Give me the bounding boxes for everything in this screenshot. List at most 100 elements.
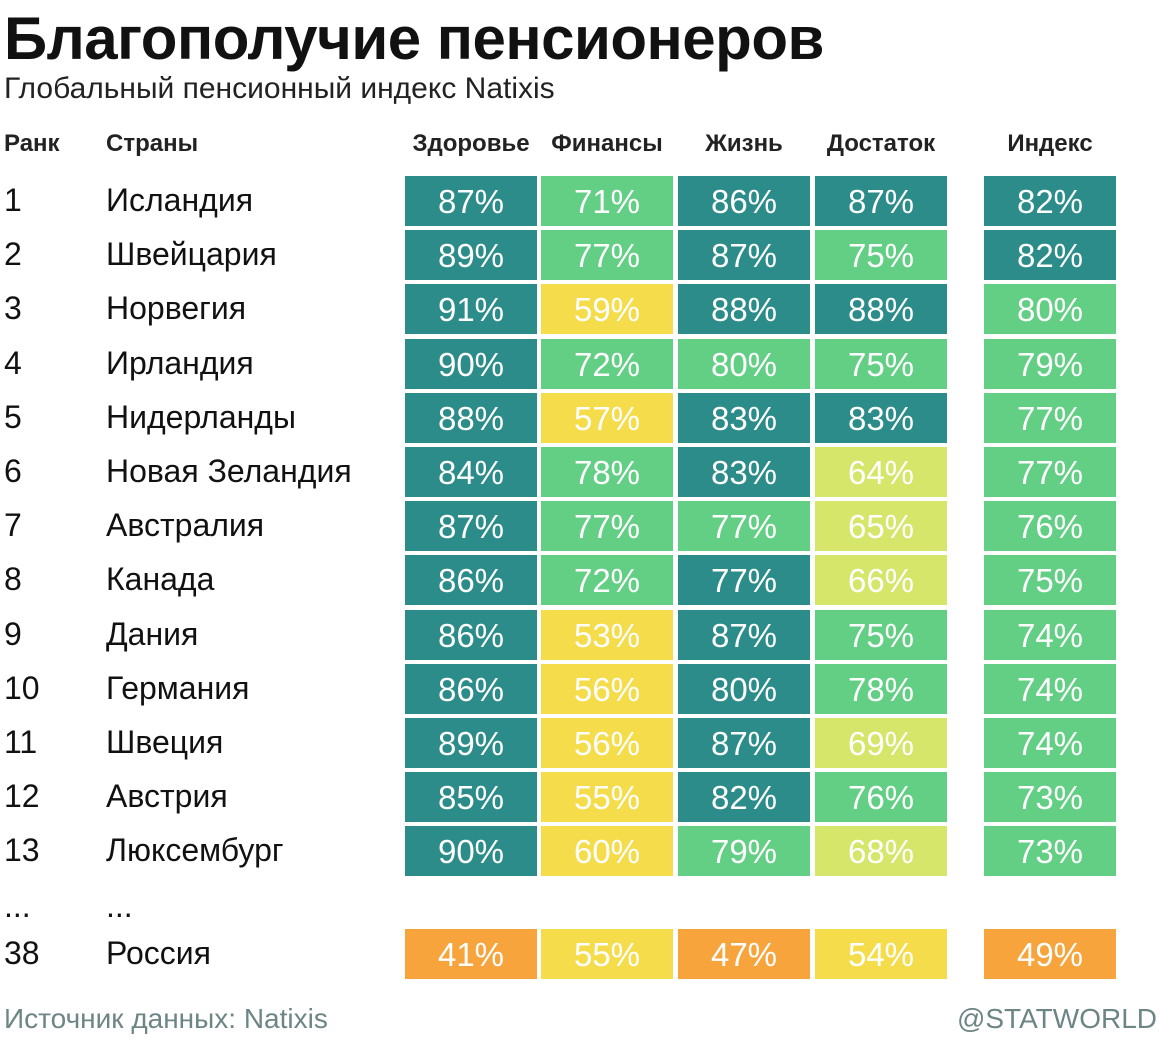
heatmap-cell: 55% (541, 772, 673, 823)
heatmap-cell: 77% (541, 501, 673, 552)
table-row: 11 Швеция 89% 56% 87% 69% 74% (0, 718, 1159, 768)
brand-watermark: @STATWORLD (956, 1003, 1157, 1034)
heatmap-cell: 74% (984, 718, 1116, 768)
table-row: 8 Канада 86% 72% 77% 66% 75% (0, 555, 1159, 606)
heatmap-cell: 82% (984, 176, 1116, 226)
table-row: 10 Германия 86% 56% 80% 78% 74% (0, 663, 1159, 714)
country-label: Германия (106, 669, 250, 706)
heatmap-cell: 77% (541, 230, 673, 281)
rank-label: 5 (4, 398, 22, 435)
heatmap-cell: 80% (984, 284, 1116, 335)
heatmap-cell: 54% (815, 929, 947, 979)
table-row: 1 Исландия 87% 71% 86% 87% 82% (0, 176, 1159, 226)
heatmap-cell: 56% (541, 718, 673, 768)
heatmap-cell: 60% (541, 826, 673, 877)
heatmap-cell: 55% (541, 929, 673, 979)
heatmap-cell: 90% (405, 338, 537, 389)
heatmap-cell: 68% (815, 826, 947, 877)
heatmap-cell: 86% (405, 663, 537, 714)
country-label: Россия (106, 935, 211, 971)
table-row: 12 Австрия 85% 55% 82% 76% 73% (0, 772, 1159, 823)
rank-label: 3 (4, 290, 22, 327)
heatmap-cell: 78% (541, 447, 673, 497)
rank-label: 4 (4, 344, 22, 381)
header-health: Здоровье (412, 130, 530, 157)
header-rank: Ранк (4, 130, 60, 157)
heatmap-cell: 83% (815, 392, 947, 443)
heatmap-cell: 89% (405, 230, 537, 281)
heatmap-cell: 87% (678, 230, 810, 281)
heatmap-cell: 47% (678, 929, 810, 979)
heatmap-cell: 69% (815, 718, 947, 768)
rank-label: 9 (4, 615, 22, 652)
header-finance: Финансы (551, 130, 663, 157)
heatmap-cell: 72% (541, 338, 673, 389)
header-country: Страны (106, 130, 199, 157)
heatmap-cell: 74% (984, 609, 1116, 660)
table-row: 2 Швейцария 89% 77% 87% 75% 82% (0, 230, 1159, 281)
heatmap-cell: 89% (405, 718, 537, 768)
heatmap-cell: 77% (678, 501, 810, 552)
heatmap-cell: 77% (984, 447, 1116, 497)
heatmap-cell: 74% (984, 663, 1116, 714)
heatmap-cell: 82% (984, 230, 1116, 281)
heatmap-cell: 82% (678, 772, 810, 823)
heatmap-cell: 87% (815, 176, 947, 226)
heatmap-cell: 87% (405, 501, 537, 552)
heatmap-cell: 75% (815, 338, 947, 389)
heatmap-cell: 83% (678, 392, 810, 443)
heatmap-cell: 72% (541, 555, 673, 606)
country-label: Австралия (106, 507, 265, 544)
page-title: Благополучие пенсионеров (4, 5, 824, 72)
heatmap-cell: 59% (541, 284, 673, 335)
heatmap-cell: 80% (678, 338, 810, 389)
country-label: Норвегия (106, 290, 247, 327)
table-row: 6 Новая Зеландия 84% 78% 83% 64% 77% (0, 447, 1159, 497)
rank-label: 1 (4, 182, 22, 218)
heatmap-cell: 88% (678, 284, 810, 335)
heatmap-cell: 57% (541, 392, 673, 443)
heatmap-cell: 77% (678, 555, 810, 606)
heatmap-cell: 73% (984, 826, 1116, 877)
rank-label: 12 (4, 778, 40, 815)
country-label: Ирландия (106, 344, 254, 381)
heatmap-cell: 88% (405, 392, 537, 443)
heatmap-cell: 86% (405, 609, 537, 660)
subtitle: Глобальный пенсионный индекс Natixis (4, 72, 555, 105)
heatmap-cell: 87% (678, 609, 810, 660)
country-label: Австрия (106, 778, 228, 815)
ellipsis-country: ... (106, 888, 133, 924)
heatmap-cell: 84% (405, 447, 537, 497)
heatmap-cell: 64% (815, 447, 947, 497)
rank-label: 7 (4, 507, 22, 544)
country-label: Швеция (106, 724, 224, 760)
heatmap-cell: 53% (541, 609, 673, 660)
table-row: 38 Россия 41% 55% 47% 54% 49% (0, 929, 1159, 979)
heatmap-cell: 75% (815, 609, 947, 660)
table-row: 3 Норвегия 91% 59% 88% 88% 80% (0, 284, 1159, 335)
heatmap-cell: 66% (815, 555, 947, 606)
heatmap-cell: 86% (405, 555, 537, 606)
table-row: 9 Дания 86% 53% 87% 75% 74% (0, 609, 1159, 660)
heatmap-cell: 87% (405, 176, 537, 226)
heatmap-cell: 76% (984, 501, 1116, 552)
rank-label: 2 (4, 236, 22, 273)
header-index: Индекс (1007, 130, 1093, 157)
heatmap-cell: 77% (984, 392, 1116, 443)
heatmap-cell: 88% (815, 284, 947, 335)
country-label: Дания (106, 615, 199, 652)
rank-label: 13 (4, 832, 40, 869)
rank-label: 8 (4, 561, 22, 598)
heatmap-cell: 79% (678, 826, 810, 877)
header-wealth: Достаток (826, 130, 936, 157)
rank-label: 11 (4, 724, 38, 760)
heatmap-cell: 78% (815, 663, 947, 714)
heatmap-cell: 80% (678, 663, 810, 714)
rank-label: 10 (4, 669, 40, 706)
heatmap-cell: 65% (815, 501, 947, 552)
heatmap-cell: 83% (678, 447, 810, 497)
heatmap-cell: 75% (984, 555, 1116, 606)
heatmap-cell: 73% (984, 772, 1116, 823)
country-label: Нидерланды (106, 398, 296, 435)
